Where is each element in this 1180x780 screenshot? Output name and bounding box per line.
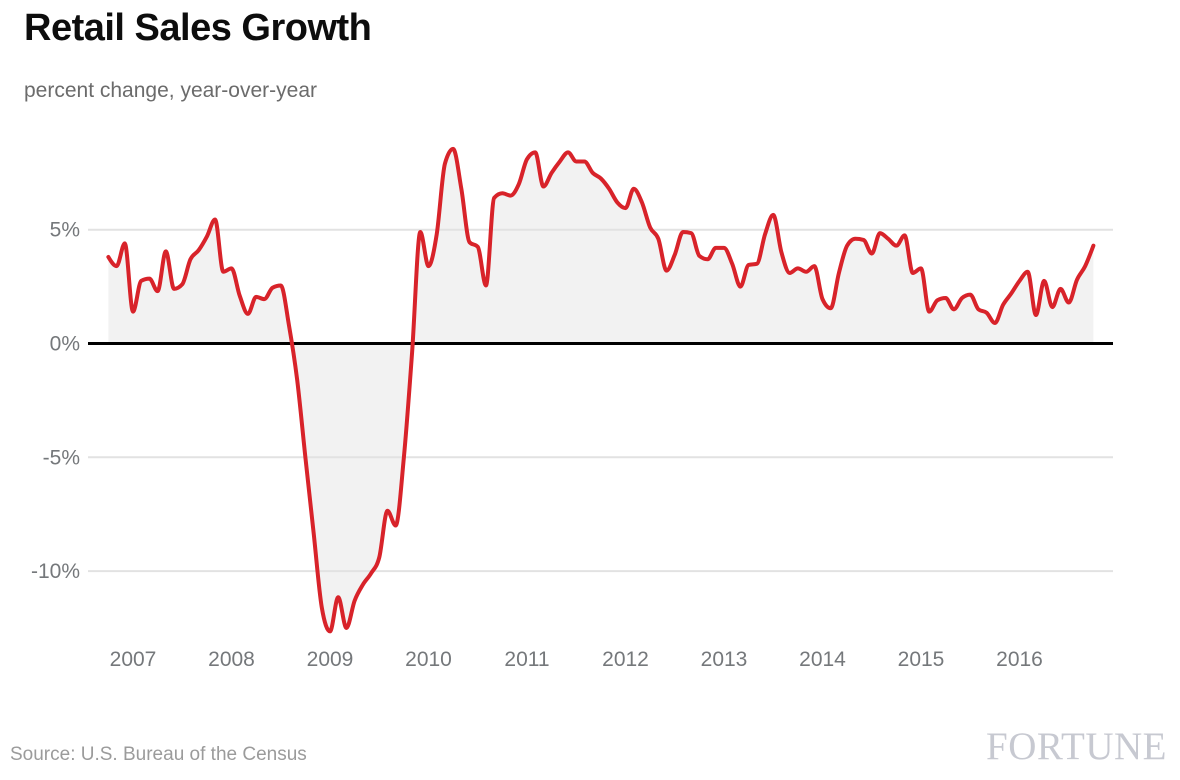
- y-axis-label--10: -10%: [31, 560, 80, 583]
- x-axis-label-2012: 2012: [602, 648, 649, 671]
- area-fill: [108, 148, 1094, 632]
- y-axis-label-5: 5%: [50, 219, 80, 242]
- source-note: Source: U.S. Bureau of the Census: [10, 744, 307, 765]
- x-axis-label-2008: 2008: [208, 648, 255, 671]
- y-axis-label--5: -5%: [43, 446, 80, 469]
- x-axis-label-2014: 2014: [799, 648, 846, 671]
- x-axis-label-2011: 2011: [504, 648, 549, 671]
- fortune-logo: FORTUNE: [986, 725, 1167, 768]
- x-axis-label-2013: 2013: [701, 648, 748, 671]
- chart-title: Retail Sales Growth: [24, 7, 372, 49]
- x-axis-label-2015: 2015: [898, 648, 945, 671]
- x-axis-label-2007: 2007: [110, 648, 157, 671]
- y-axis-label-0: 0%: [50, 333, 80, 356]
- x-axis-label-2009: 2009: [307, 648, 354, 671]
- x-axis-label-2016: 2016: [996, 648, 1043, 671]
- chart-subtitle: percent change, year-over-year: [24, 79, 317, 102]
- x-axis-label-2010: 2010: [405, 648, 452, 671]
- retail-sales-trend-line: [106, 146, 1096, 634]
